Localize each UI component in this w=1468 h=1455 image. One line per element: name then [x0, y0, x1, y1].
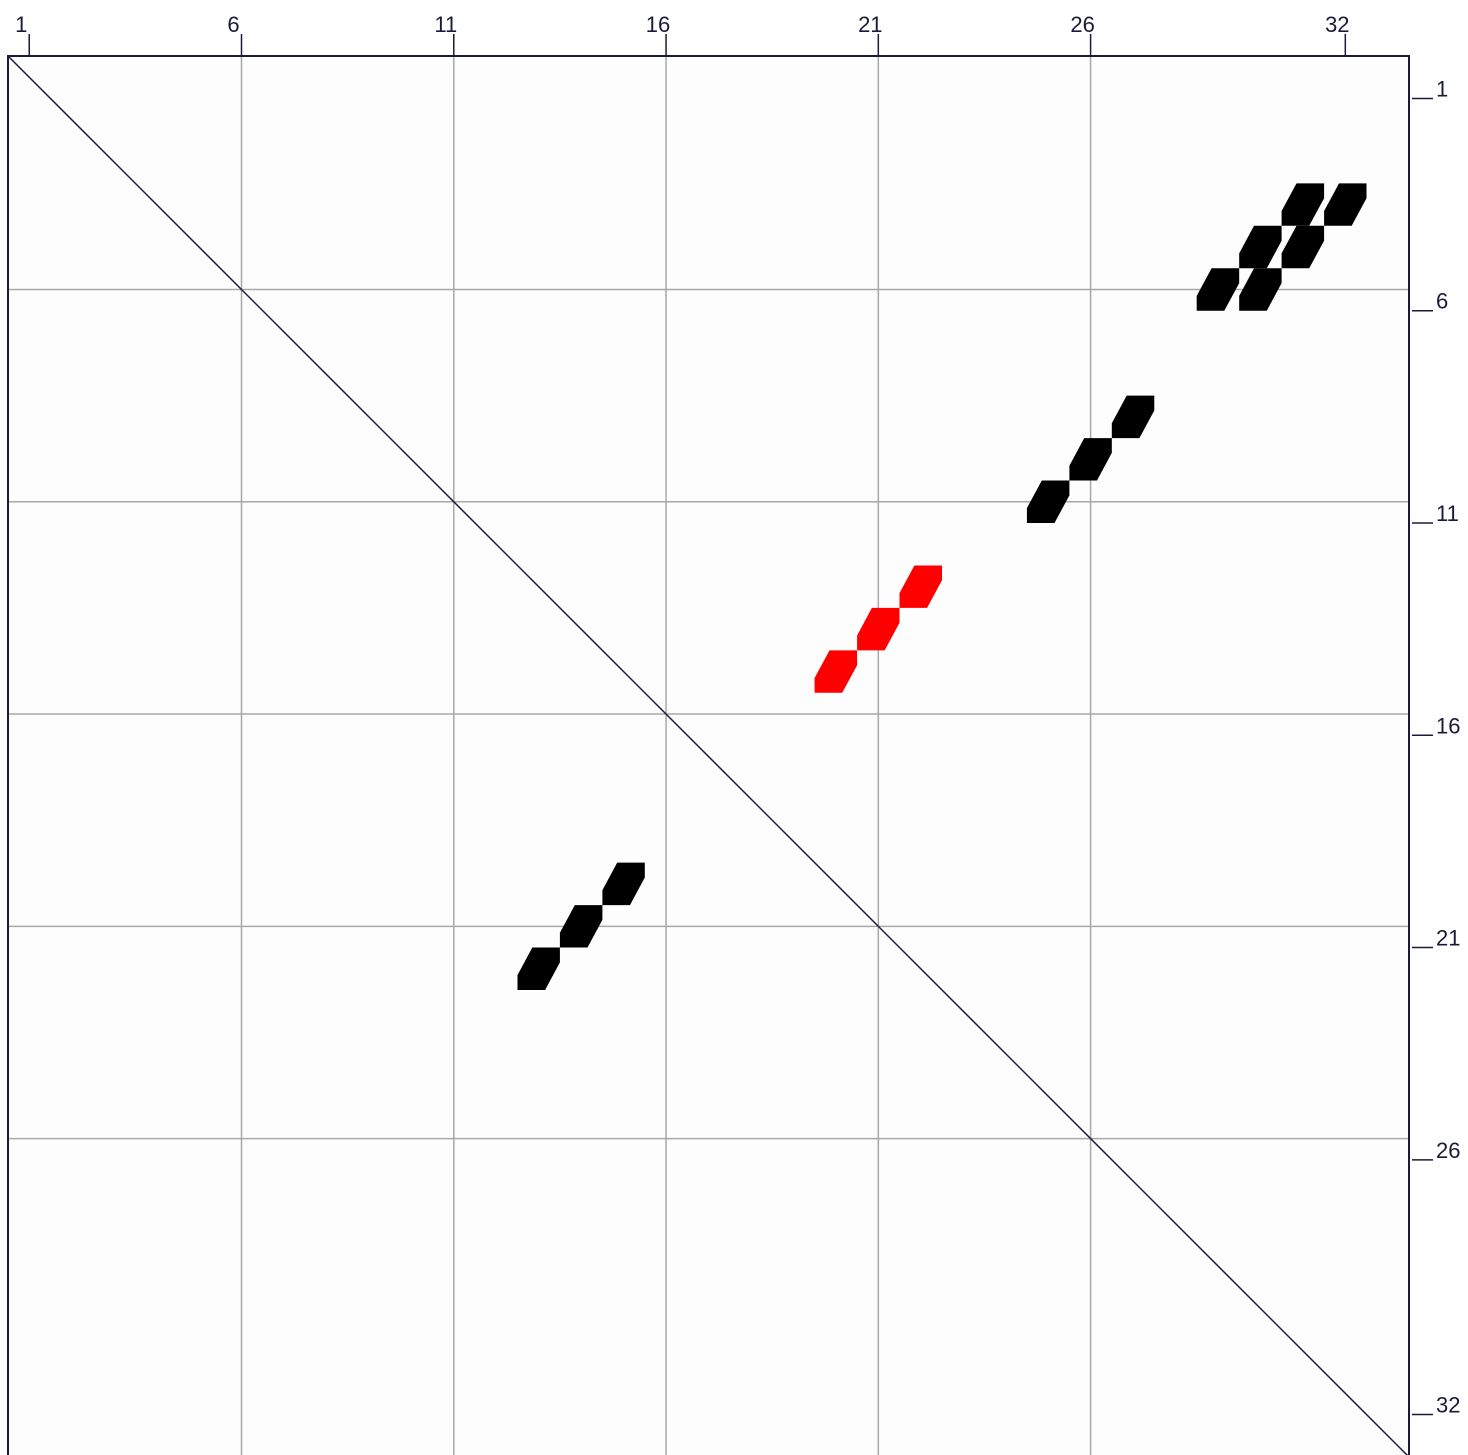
pair-mark	[1239, 268, 1282, 311]
pair-mark	[1239, 225, 1282, 269]
pair-mark-highlight	[857, 607, 900, 651]
top-axis-tick-label: 16	[646, 12, 670, 37]
right-axis-tick-label: 16	[1436, 713, 1460, 738]
plot-frame	[7, 55, 1410, 1455]
pair-mark	[602, 862, 645, 906]
top-axis-tick-label: 21	[858, 12, 882, 37]
top-axis-tick-label: 1	[15, 12, 27, 37]
right-axis-tick-label: 6	[1436, 289, 1448, 314]
top-axis-tick-label: 11	[434, 12, 457, 37]
pair-mark	[1324, 183, 1367, 226]
right-axis-tick-label: 26	[1436, 1138, 1460, 1163]
right-axis-tick-label: 1	[1436, 76, 1448, 101]
diagonal-line	[7, 55, 1409, 1455]
right-axis-tick-label: 11	[1436, 501, 1459, 526]
pair-marks	[517, 183, 1367, 990]
pair-mark	[1026, 480, 1070, 523]
right-axis-tick-label: 21	[1436, 926, 1460, 951]
grid-lines	[8, 56, 1409, 1455]
pair-mark	[1281, 225, 1325, 269]
pair-mark	[1111, 395, 1155, 439]
pair-mark	[559, 905, 603, 948]
pair-mark	[517, 947, 560, 990]
top-axis-tick-label: 26	[1070, 12, 1094, 37]
pair-mark	[1069, 438, 1112, 481]
pair-mark-highlight	[899, 565, 942, 608]
pair-mark	[1196, 268, 1240, 311]
right-axis-tick-label: 32	[1436, 1393, 1460, 1418]
top-axis-tick-label: 32	[1325, 12, 1349, 37]
top-axis: 1 6 11 16 21 26 32	[15, 12, 1350, 56]
pair-mark-highlight	[814, 650, 858, 693]
top-axis-tick-label: 6	[227, 12, 239, 37]
pair-mark	[1281, 183, 1325, 226]
